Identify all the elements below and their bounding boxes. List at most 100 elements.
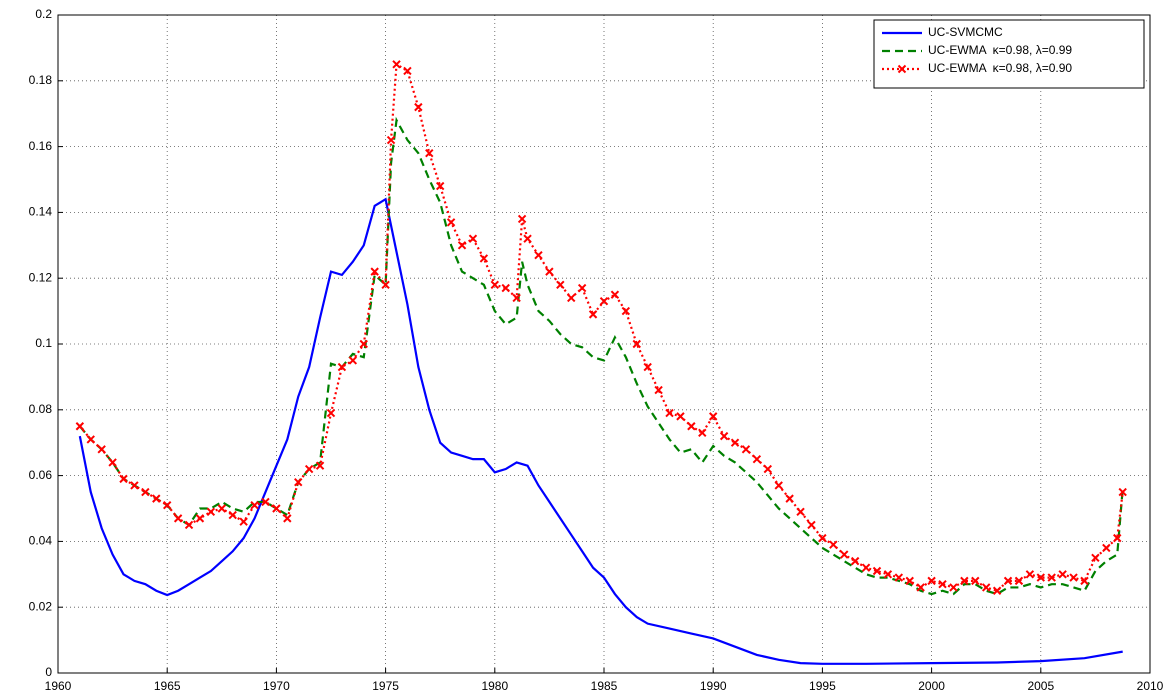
data-marker	[894, 573, 904, 582]
legend-marker	[897, 64, 907, 74]
data-marker	[490, 280, 500, 289]
y-tick-label: 0.1	[35, 336, 52, 350]
data-marker	[403, 66, 412, 76]
series-line	[78, 62, 1124, 592]
data-marker	[283, 514, 292, 523]
data-marker	[872, 566, 882, 576]
data-marker	[457, 241, 467, 250]
y-tick-label: 0.06	[29, 468, 53, 482]
data-marker	[1069, 573, 1078, 582]
data-marker	[861, 563, 871, 572]
y-tick-label: 0.12	[29, 270, 53, 284]
data-marker	[348, 356, 358, 365]
data-marker	[883, 570, 893, 579]
data-marker	[840, 550, 849, 559]
y-tick-label: 0	[45, 665, 52, 679]
y-tick-label: 0.18	[29, 73, 53, 87]
data-marker	[517, 214, 527, 224]
data-marker	[152, 494, 161, 503]
data-marker	[392, 60, 401, 69]
data-marker	[588, 310, 598, 319]
data-marker	[1003, 576, 1013, 586]
data-marker	[217, 504, 227, 513]
data-marker	[337, 362, 347, 372]
x-tick-label: 1965	[154, 679, 181, 693]
data-marker	[1080, 576, 1089, 586]
data-marker	[687, 422, 696, 431]
data-marker	[643, 362, 652, 372]
x-tick-label: 1995	[809, 679, 836, 693]
data-marker	[108, 458, 117, 467]
data-marker	[665, 408, 674, 418]
data-marker	[1047, 573, 1056, 582]
data-marker	[599, 297, 609, 306]
data-marker	[1058, 570, 1067, 579]
legend-box	[873, 19, 1145, 89]
data-marker	[381, 280, 390, 289]
x-tick-label: 1990	[700, 679, 727, 693]
data-marker	[523, 234, 532, 243]
data-marker	[818, 533, 827, 543]
data-marker	[676, 412, 685, 421]
data-marker	[719, 431, 729, 441]
x-tick-label: 2010	[1137, 679, 1164, 693]
data-marker	[730, 438, 740, 447]
data-marker	[1036, 573, 1046, 582]
data-marker	[386, 135, 396, 145]
data-marker	[141, 487, 150, 497]
y-tick-label: 0.16	[29, 139, 53, 153]
data-marker	[796, 507, 805, 516]
data-marker	[326, 408, 336, 418]
data-marker	[654, 385, 663, 395]
data-marker	[1091, 553, 1100, 563]
data-marker	[130, 481, 139, 490]
data-marker	[479, 254, 489, 263]
data-marker	[370, 267, 379, 276]
x-tick-label: 1970	[263, 679, 290, 693]
legend-label: UC-EWMA κ=0.98, λ=0.90	[928, 61, 1072, 75]
data-marker	[359, 339, 368, 349]
x-tick-label: 1985	[591, 679, 618, 693]
data-marker	[435, 181, 445, 191]
data-marker	[86, 435, 95, 444]
data-marker	[708, 412, 718, 421]
data-marker	[960, 576, 969, 586]
data-marker	[567, 293, 576, 303]
data-marker	[774, 481, 783, 490]
data-marker	[501, 283, 510, 293]
plot-frame	[57, 14, 1151, 674]
data-marker	[414, 102, 423, 112]
data-marker	[556, 280, 565, 289]
data-marker	[1113, 533, 1122, 543]
data-marker	[632, 339, 641, 349]
data-marker	[304, 464, 314, 474]
data-marker	[785, 494, 794, 503]
data-marker	[315, 461, 325, 470]
series-line	[78, 197, 1123, 665]
legend-label: UC-SVMCMC	[928, 25, 1003, 39]
data-marker	[512, 293, 521, 303]
data-marker	[905, 576, 914, 586]
data-marker	[741, 445, 751, 454]
data-marker	[949, 583, 958, 592]
data-marker	[829, 540, 838, 549]
data-marker	[228, 510, 237, 520]
data-marker	[75, 422, 85, 431]
x-tick-label: 2005	[1027, 679, 1054, 693]
legend: UC-SVMCMC UC-EWMA κ=0.98, λ=0.99 UC-EWMA κ…	[873, 19, 1145, 89]
data-marker	[698, 428, 707, 438]
data-marker	[850, 556, 860, 566]
x-tick-label: 1960	[45, 679, 72, 693]
data-marker	[119, 474, 128, 484]
data-marker	[239, 517, 248, 526]
data-marker	[272, 504, 281, 513]
data-marker	[261, 497, 270, 507]
data-marker	[468, 234, 478, 243]
data-marker	[916, 583, 925, 592]
data-marker	[621, 306, 631, 316]
y-tick-label: 0.08	[29, 402, 53, 416]
data-marker	[938, 579, 947, 589]
data-marker	[577, 283, 587, 293]
